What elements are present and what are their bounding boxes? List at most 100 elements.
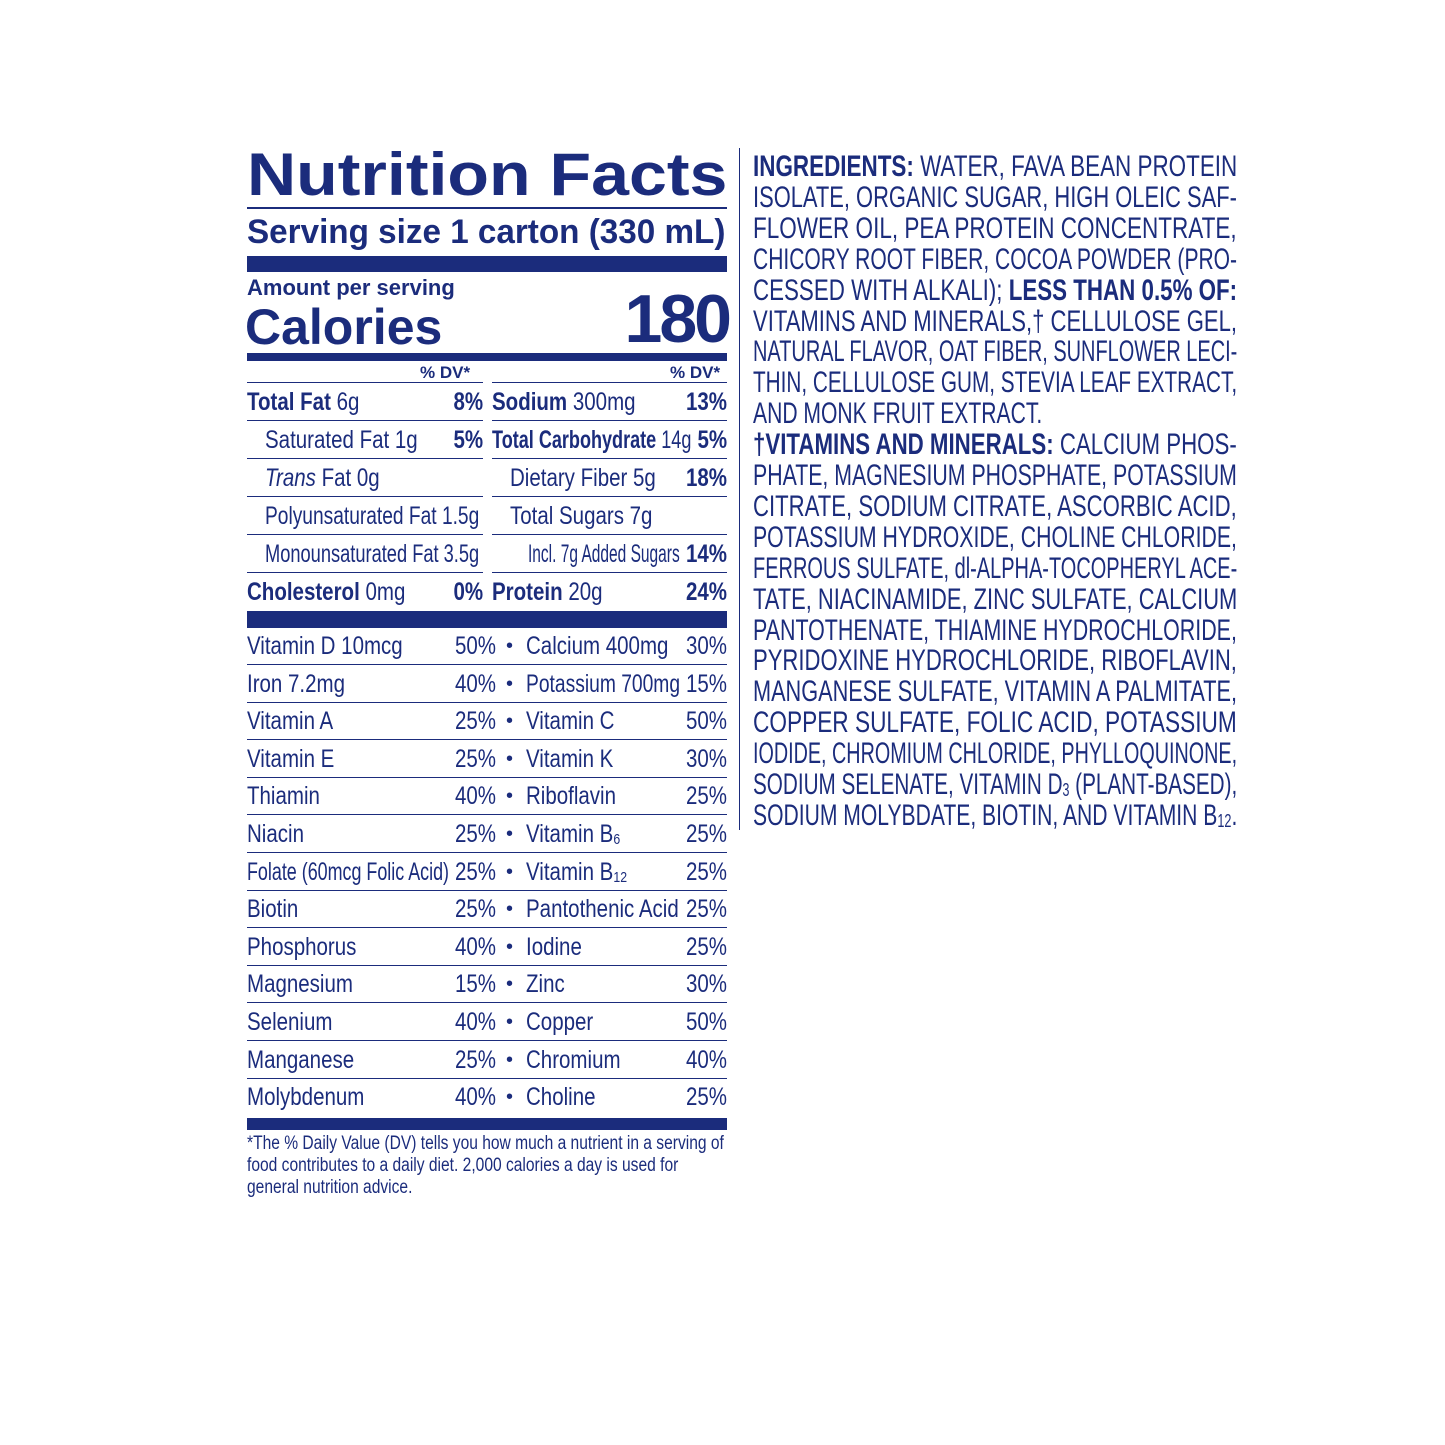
ingredient-text: THIN, CELLULOSE GUM, STEVIA LEAF EXTRACT… (753, 366, 1238, 400)
bullet-icon: • (506, 1086, 514, 1109)
nutrient-amount: 20g (562, 578, 603, 606)
vitamin-dv: 25% (685, 895, 727, 924)
vitamin-row: Selenium 40% • Copper 50% (247, 1005, 727, 1041)
ingredient-text: VITAMINS AND MINERALS,† CELLULOSE GEL, (753, 304, 1237, 338)
nutrient-row: Polyunsaturated Fat 1.5g (247, 498, 483, 535)
ingredient-line: FLOWER OIL, PEA PROTEIN CONCENTRATE, (753, 211, 1237, 245)
ingredient-text: SODIUM MOLYBDATE, BIOTIN, AND VITAMIN B (753, 798, 1218, 832)
nutrient-dv: 8% (453, 388, 483, 416)
nutrient-name: Polyunsaturated Fat 1.5g (265, 502, 480, 530)
nutrient-name: Total Carbohydrate (492, 426, 657, 454)
nutrient-dv: 13% (685, 388, 727, 416)
vitamin-name: Pantothenic Acid (526, 892, 679, 927)
nutrient-name: Cholesterol (247, 578, 360, 606)
nutrient-dv: 0% (453, 578, 483, 606)
footnote-line: general nutrition advice. (247, 1177, 413, 1198)
vitamin-dv: 40% (454, 669, 496, 698)
vitamin-name: Vitamin D 10mcg (247, 632, 403, 660)
ingredient-line: ISOLATE, ORGANIC SUGAR, HIGH OLEIC SAF- (753, 180, 1237, 214)
vitamin-name: Folate (60mcg Folic Acid) (247, 857, 449, 886)
vitamin-name: Selenium (247, 1008, 333, 1036)
vitamin-name-text: Iodine (526, 932, 582, 961)
ingredient-text: CALCIUM PHOS- (1053, 428, 1237, 462)
nutrient-name: Total Sugars 7g (510, 502, 653, 530)
vitamin-dv: 15% (685, 669, 727, 698)
subscript: 12 (1217, 810, 1232, 831)
thick-divider (247, 611, 727, 628)
vitamin-dv: 25% (454, 857, 496, 886)
nutrient-name: Saturated Fat 1g (265, 426, 418, 454)
calories-value: 180 (624, 281, 732, 357)
nutrient-label: Sodium 300mg (492, 384, 636, 420)
nutrient-label: Protein 20g (492, 574, 603, 610)
ingredient-line: PANTOTHENATE, THIAMINE HYDROCHLORIDE, (753, 615, 1237, 645)
ingredient-text: AND MONK FRUIT EXTRACT. (753, 397, 1043, 431)
vitamin-name: Potassium 700mg (526, 667, 680, 702)
ingredient-text: FLOWER OIL, PEA PROTEIN CONCENTRATE, (753, 211, 1237, 245)
vitamin-name: Vitamin K (526, 742, 613, 777)
nutrient-row: Saturated Fat 1g 5% (247, 422, 483, 459)
ingredient-line: VITAMINS AND MINERALS,† CELLULOSE GEL, (753, 304, 1237, 338)
vitamin-dv: 25% (685, 1083, 727, 1112)
bullet-icon: • (506, 1048, 514, 1071)
vitamin-name: Vitamin A (247, 707, 334, 736)
nutrient-label: Cholesterol 0mg (247, 574, 405, 610)
nutrient-dv: 5% (453, 426, 483, 454)
vitamin-name: Manganese (247, 1045, 355, 1074)
nutrient-row: Total Carbohydrate 14g 5% (492, 422, 727, 459)
ingredient-text: CESSED WITH ALKALI); (753, 273, 1009, 307)
ingredient-line: PHATE, MAGNESIUM PHOSPHATE, POTASSIUM (753, 461, 1237, 491)
vitamin-name-text: Calcium 400mg (526, 632, 669, 660)
vitamin-dv: 40% (454, 932, 496, 961)
vitamin-name: Vitamin B12 (526, 855, 627, 890)
nutrient-name: Monounsaturated Fat 3.5g (265, 540, 480, 568)
footnote-line: food contributes to a daily diet. 2,000 … (247, 1155, 679, 1176)
vitamin-dv: 25% (454, 1045, 496, 1074)
ingredient-text: ISOLATE, ORGANIC SUGAR, HIGH OLEIC SAF- (753, 180, 1237, 214)
nutrient-row: Total Sugars 7g (492, 498, 727, 535)
nutrient-row: Incl. 7g Added Sugars 14% (492, 536, 727, 573)
vitamin-name-text: Vitamin B (526, 820, 614, 848)
vitamin-row: Vitamin E 25% • Vitamin K 30% (247, 742, 727, 778)
vitamin-name: Choline (526, 1080, 596, 1115)
vitamin-row: Phosphorus 40% • Iodine 25% (247, 930, 727, 966)
nutrient-row: Total Fat 6g 8% (247, 384, 483, 421)
nutrient-row: Cholesterol 0mg 0% (247, 574, 483, 610)
vitamin-row: Vitamin D 10mcg 50% • Calcium 400mg 30% (247, 629, 727, 665)
vitamin-name: Biotin (247, 895, 299, 924)
vitamin-name: Riboflavin (526, 779, 616, 814)
ingredient-text: NATURAL FLAVOR, OAT FIBER, SUNFLOWER LEC… (753, 335, 1238, 369)
vitamin-row: Vitamin A 25% • Vitamin C 50% (247, 704, 727, 741)
vitamin-dv: 30% (685, 632, 727, 660)
vitamin-dv: 50% (454, 632, 496, 660)
vitamin-name-text: Chromium (526, 1045, 621, 1074)
vitamin-dv: 30% (685, 970, 727, 999)
vitamin-name: Vitamin C (526, 704, 614, 739)
ingredient-text: COPPER SULFATE, FOLIC ACID, POTASSIUM (753, 706, 1237, 740)
vitamin-name-text: Vitamin K (526, 744, 614, 773)
ingredient-text: SODIUM SELENATE, VITAMIN D (753, 768, 1063, 801)
nutrient-row: Protein 20g 24% (492, 574, 727, 610)
calories-label: Calories (245, 299, 443, 355)
nutrient-name: Trans (265, 464, 316, 492)
nutrient-label: Total Sugars 7g (510, 498, 652, 534)
nutrient-name: Sodium (492, 388, 568, 416)
vitamin-dv: 25% (685, 932, 727, 961)
ingredient-text: TATE, NIACINAMIDE, ZINC SULFATE, CALCIUM (753, 582, 1238, 616)
nutrient-row: Sodium 300mg 13% (492, 384, 727, 421)
column-divider (739, 148, 740, 830)
nutrient-label: Polyunsaturated Fat 1.5g (265, 498, 479, 534)
vitamin-dv: 30% (685, 744, 727, 773)
thick-divider (247, 1118, 727, 1130)
footnote: *The % Daily Value (DV) tells you how mu… (247, 1133, 727, 1199)
bullet-icon: • (506, 747, 514, 770)
vitamin-name: Iron 7.2mg (247, 669, 346, 698)
ingredient-text: CHICORY ROOT FIBER, COCOA POWDER (PRO- (753, 242, 1238, 276)
vitamin-name: Vitamin B6 (526, 817, 620, 852)
nutrient-label: Incl. 7g Added Sugars (528, 536, 680, 572)
ingredient-line: CHICORY ROOT FIBER, COCOA POWDER (PRO- (753, 242, 1238, 276)
vitamin-row: Thiamin 40% • Riboflavin 25% (247, 779, 727, 816)
vitamin-row: Molybdenum 40% • Choline 25% (247, 1080, 727, 1115)
ingredient-line: AND MONK FRUIT EXTRACT. (753, 397, 1043, 431)
nutrient-dv: 24% (685, 578, 727, 606)
